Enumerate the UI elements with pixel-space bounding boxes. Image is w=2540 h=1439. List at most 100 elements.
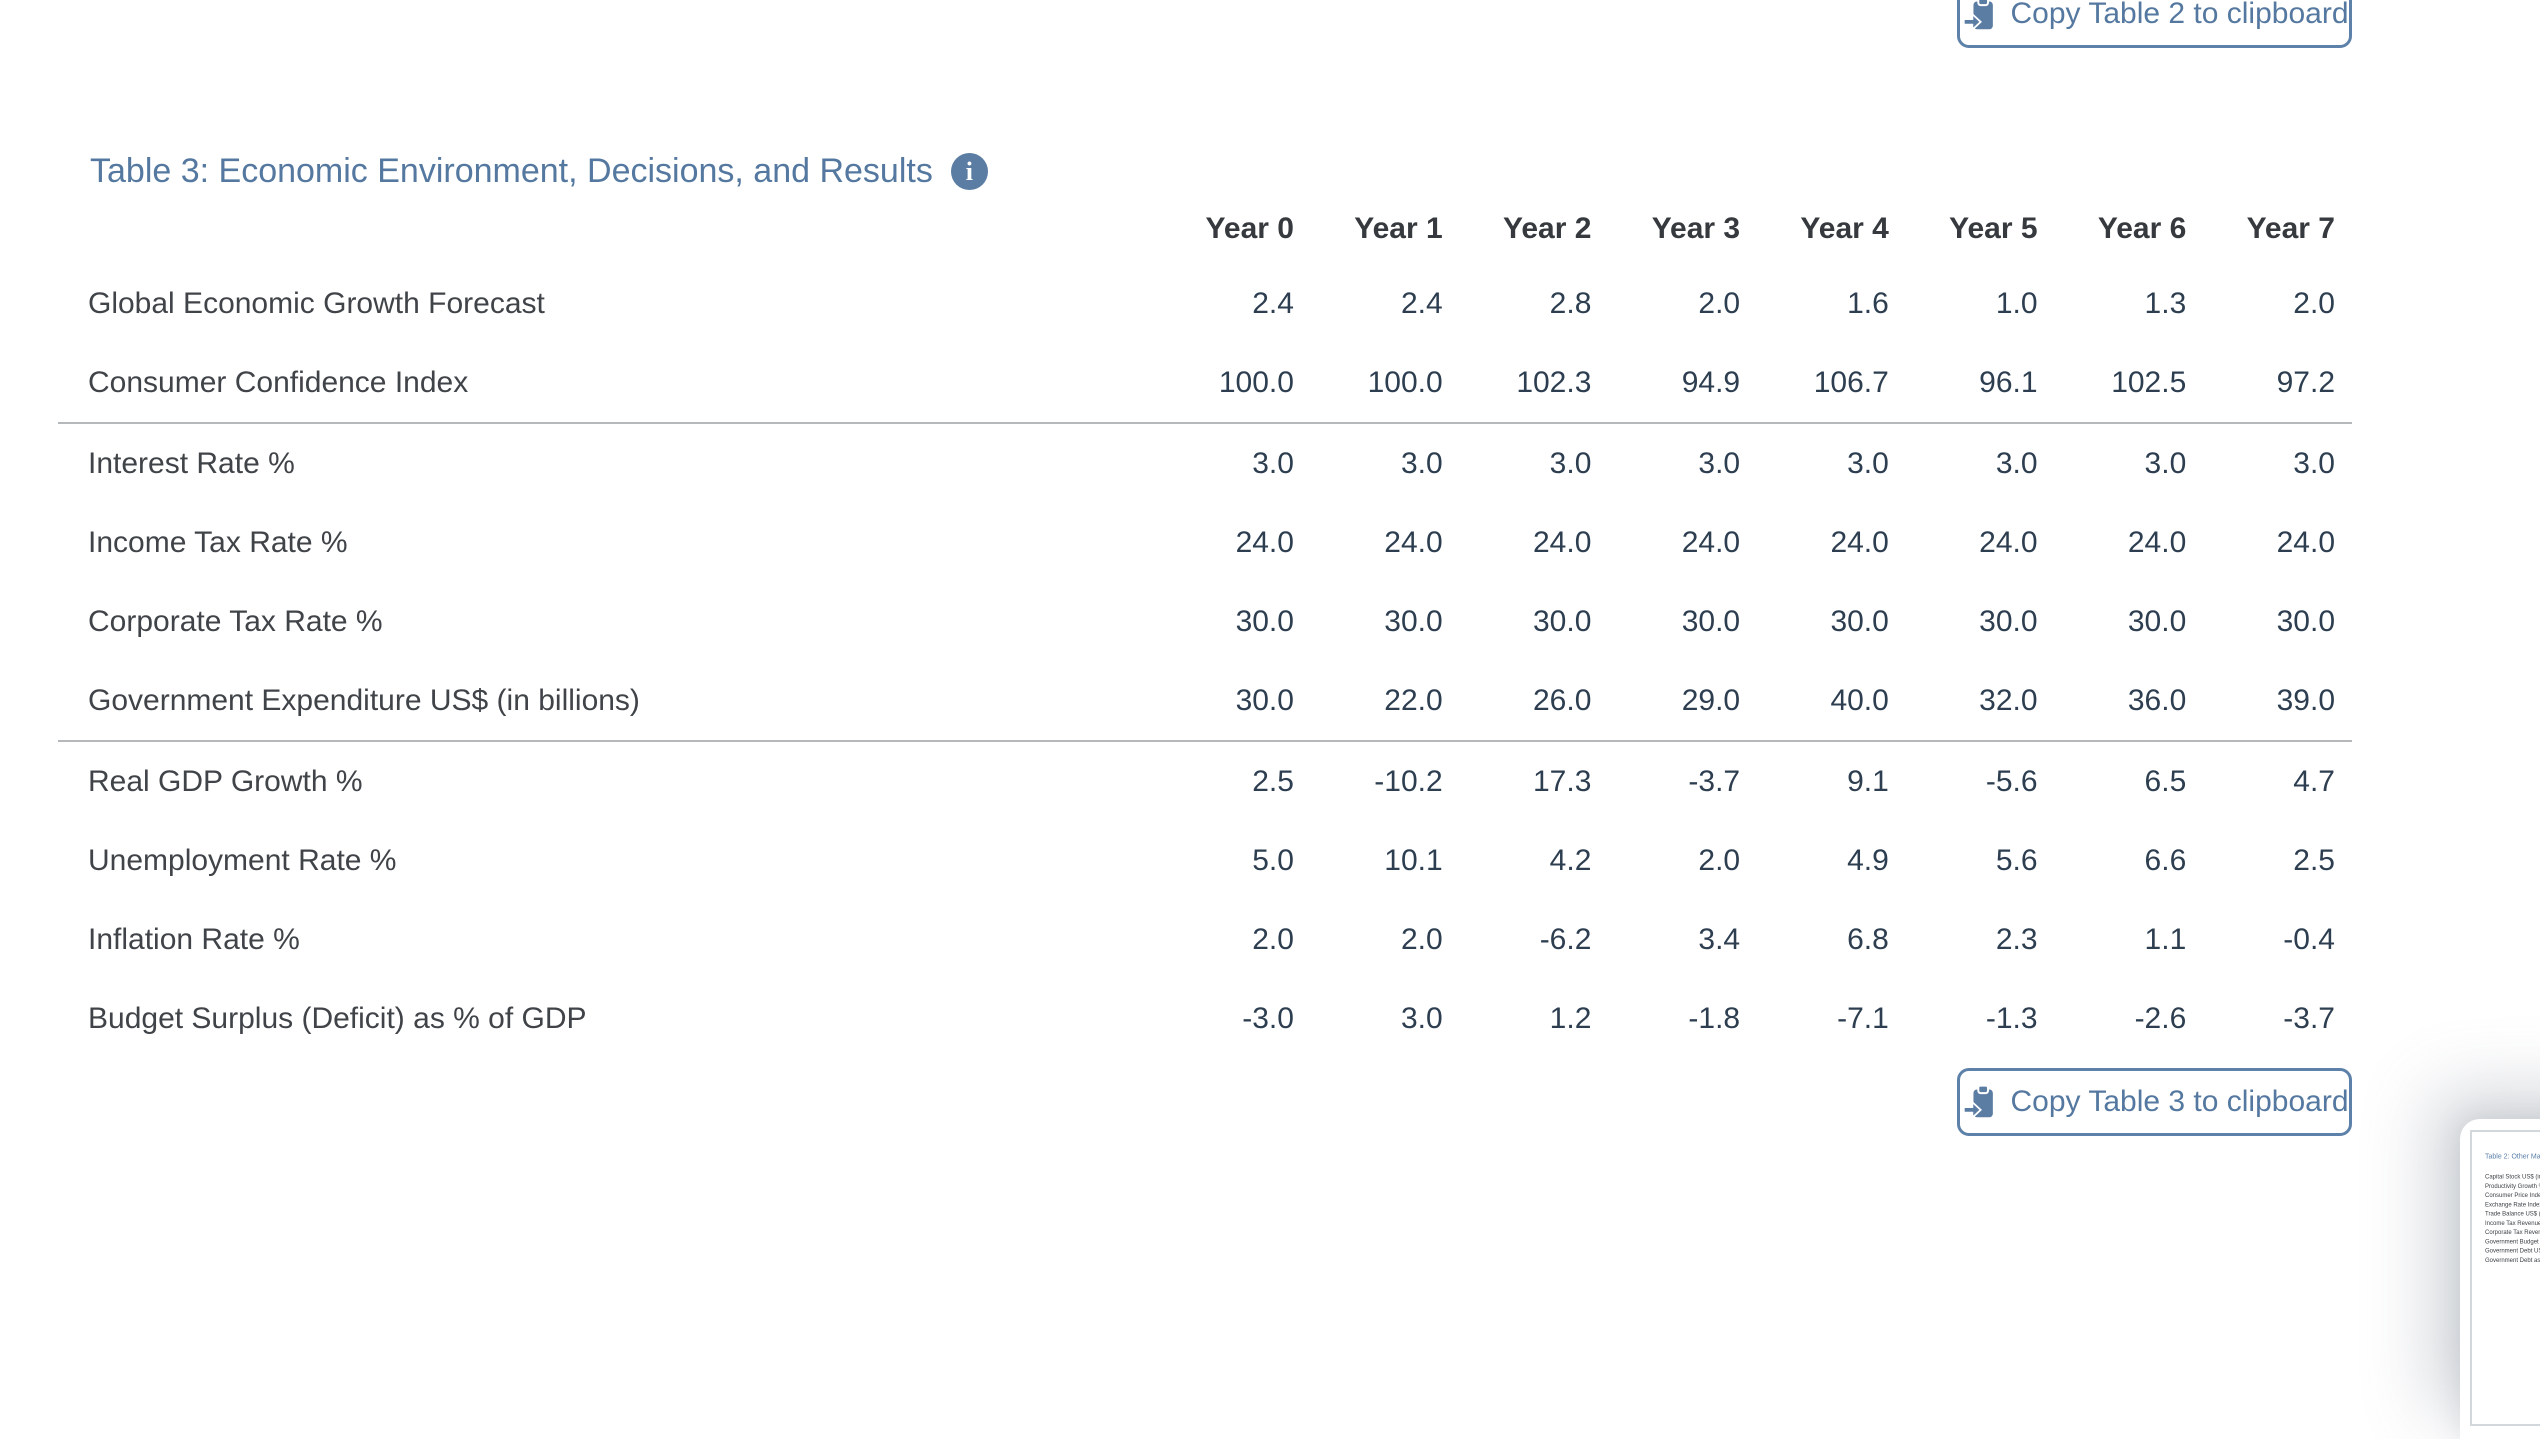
cell-value: 4.7 [2203,740,2352,821]
row-label: Consumer Confidence Index [88,365,469,399]
column-header-year1: Year 1 [1354,212,1443,245]
table3: Year 0 Year 1 Year 2 Year 3 Year 4 Year … [58,194,2352,1058]
cell-value: 6.5 [2054,740,2204,821]
table3-header-row: Year 0 Year 1 Year 2 Year 3 Year 4 Year … [58,194,2352,264]
cell-value: 30.0 [1979,604,2038,638]
cell-value: 24.0 [1235,525,1294,559]
cell-value: 22.0 [1384,683,1443,717]
info-circle-icon[interactable]: i [950,153,988,190]
table-row-unemployment: Unemployment Rate % 5.0 10.1 4.2 2.0 4.9… [58,821,2352,900]
cell-value: 94.9 [1681,365,1741,399]
cell-value: 24.0 [1979,525,2038,559]
cell-value: 24.0 [1384,525,1443,559]
column-header-year5: Year 5 [1949,212,2038,245]
table2-preview-title: Table 2: Other Macroeconomic Data [2485,1152,2540,1160]
cell-value: 1.2 [1549,1001,1592,1035]
cell-value: 102.5 [2111,365,2187,399]
cell-value: 3.0 [1905,422,2055,503]
cell-value: 5.0 [1252,843,1294,877]
preview-row: Capital Stock US$ (in billions) [2485,1173,2540,1180]
cell-value: 39.0 [2276,683,2335,717]
table-row-interest-rate: Interest Rate % 3.0 3.0 3.0 3.0 3.0 3.0 … [58,422,2352,503]
preview-row: Government Debt US$ (in billions) [2485,1247,2540,1254]
table3-title-row: Table 3: Economic Environment, Decisions… [90,152,988,191]
preview-row: Exchange Rate Index [2485,1200,2540,1208]
table3-title: Table 3: Economic Environment, Decisions… [90,152,933,190]
cell-value: 100.0 [1218,365,1294,399]
table-row-inflation: Inflation Rate % 2.0 2.0 -6.2 3.4 6.8 2.… [58,900,2352,979]
cell-value: 100.0 [1367,365,1443,399]
table-row-budget-surplus: Budget Surplus (Deficit) as % of GDP -3.… [58,979,2352,1058]
preview-row: Income Tax Revenue US$ (in billions) [2485,1219,2540,1227]
row-label: Interest Rate % [58,422,1163,503]
table2-preview-content: Table 2: Other Macroeconomic Data Capita… [2472,1152,2540,1265]
cell-value: 24.0 [2127,525,2187,559]
row-label: Inflation Rate % [88,922,300,956]
cell-value: -5.6 [1905,740,2055,821]
table-row-income-tax: Income Tax Rate % 24.0 24.0 24.0 24.0 24… [58,503,2352,582]
cell-value: 10.1 [1384,843,1443,877]
clipboard-arrow-icon [1961,1084,1997,1120]
cell-value: 26.0 [1533,683,1592,717]
cell-value: -7.1 [1837,1001,1889,1035]
cell-value: 1.3 [2144,286,2187,320]
cell-value: -1.8 [1688,1001,1741,1035]
cell-value: -2.6 [2134,1001,2187,1035]
cell-value: 30.0 [2276,604,2335,638]
cell-value: 2.0 [1400,922,1443,956]
cell-value: 1.6 [1847,286,1889,320]
cell-value: 2.0 [1698,843,1741,877]
cell-value: 3.0 [1757,422,1906,503]
cell-value: 2.8 [1549,286,1592,320]
cell-value: 2.4 [1400,286,1443,320]
row-label: Real GDP Growth % [58,740,1163,821]
row-label: Government Expenditure US$ (in billions) [88,683,640,717]
copy-table-2-button[interactable]: Copy Table 2 to clipboard [1957,0,2352,48]
cell-value: 30.0 [2127,604,2187,638]
cell-value: 30.0 [1235,683,1294,717]
table2-preview-card[interactable]: Table 2: Other Macroeconomic Data Capita… [2460,1119,2540,1439]
table-row-corporate-tax: Corporate Tax Rate % 30.0 30.0 30.0 30.0… [58,582,2352,661]
cell-value: 2.5 [1162,740,1311,821]
cell-value: -3.0 [1242,1001,1294,1035]
row-label: Budget Surplus (Deficit) as % of GDP [88,1001,587,1035]
preview-row: Government Debt as % of GDP [2485,1256,2540,1264]
cell-value: 30.0 [1681,604,1741,638]
cell-value: 2.0 [1698,286,1741,320]
cell-value: 3.0 [1400,1001,1443,1035]
cell-value: 40.0 [1830,683,1889,717]
cell-value: 30.0 [1235,604,1294,638]
cell-value: 24.0 [2276,525,2335,559]
cell-value: -6.2 [1539,922,1592,956]
cell-value: 32.0 [1979,683,2038,717]
table2-preview-page: Table 2: Other Macroeconomic Data Capita… [2470,1130,2540,1426]
preview-row: Corporate Tax Revenue US$ (in billions) [2485,1228,2540,1236]
copy-table-3-button[interactable]: Copy Table 3 to clipboard [1957,1068,2352,1136]
cell-value: 3.0 [1608,422,1758,503]
cell-value: -10.2 [1310,740,1460,821]
cell-value: 106.7 [1813,365,1889,399]
preview-row: Government Budget Surplus (Deficit) [2485,1237,2540,1245]
column-header-year2: Year 2 [1502,212,1592,245]
cell-value: 3.0 [2054,422,2204,503]
cell-value: 2.3 [1995,922,2038,956]
cell-value: 30.0 [1384,604,1443,638]
cell-value: 24.0 [1533,525,1592,559]
header-spacer [58,194,1162,264]
cell-value: 2.5 [2293,843,2335,877]
preview-row: Trade Balance US$ (in billions) [2485,1210,2540,1217]
clipboard-arrow-icon [1961,0,1997,32]
copy-table-2-label: Copy Table 2 to clipboard [2010,0,2349,30]
table-row-consumer-confidence: Consumer Confidence Index 100.0 100.0 10… [58,343,2352,423]
preview-row: Productivity Growth % [2485,1182,2540,1190]
cell-value: 1.1 [2144,922,2187,956]
cell-value: 6.8 [1847,922,1889,956]
cell-value: 5.6 [1995,843,2038,877]
cell-value: 102.3 [1516,365,1592,399]
cell-value: -3.7 [2283,1001,2335,1035]
cell-value: 17.3 [1459,740,1609,821]
cell-value: 3.0 [1459,422,1609,503]
table-row-govt-expenditure: Government Expenditure US$ (in billions)… [58,661,2352,741]
cell-value: 4.9 [1847,843,1889,877]
column-header-year6: Year 6 [2097,212,2187,245]
